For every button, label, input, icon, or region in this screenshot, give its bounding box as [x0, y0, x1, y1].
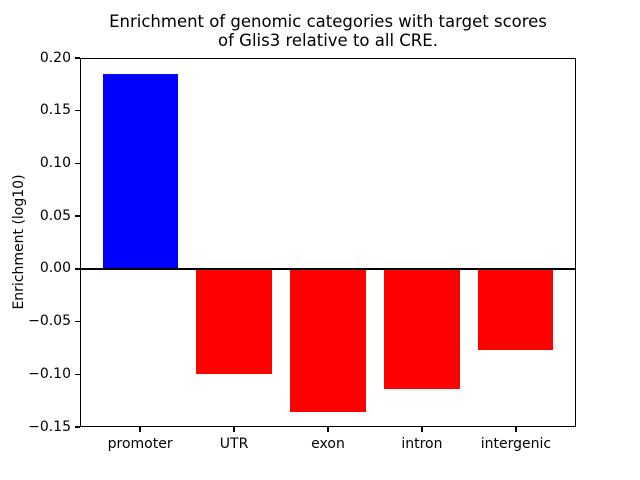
y-tick-mark [75, 57, 80, 59]
chart-title-line1: Enrichment of genomic categories with ta… [109, 12, 547, 31]
x-tick-label-UTR: UTR [219, 436, 249, 452]
y-tick-label: 0.10 [39, 154, 71, 171]
y-tick-mark [75, 109, 80, 112]
x-tick-mark [139, 427, 141, 432]
y-tick-label: −0.10 [28, 365, 71, 382]
bar-exon [290, 268, 366, 413]
x-tick-label-intron: intron [401, 436, 443, 452]
bar-intron [384, 268, 460, 390]
y-tick-mark [75, 320, 80, 323]
bar-intergenic [478, 268, 554, 351]
y-tick-label: −0.15 [28, 418, 71, 435]
y-tick-mark [75, 268, 80, 270]
y-tick-mark [75, 426, 80, 428]
bar-promoter [102, 73, 178, 269]
x-tick-label-intergenic: intergenic [480, 436, 552, 452]
chart-title: Enrichment of genomic categories with ta… [80, 12, 576, 50]
x-tick-label-promoter: promoter [107, 436, 173, 452]
x-tick-mark [421, 427, 423, 432]
x-tick-mark [233, 427, 235, 432]
y-tick-mark [75, 215, 80, 217]
y-tick-label: 0.15 [39, 102, 71, 119]
x-tick-label-exon: exon [311, 436, 345, 452]
x-tick-mark [327, 427, 329, 432]
y-tick-label: 0.05 [39, 207, 71, 224]
zero-baseline [80, 267, 576, 270]
y-tick-label: 0.20 [39, 49, 71, 66]
y-tick-label: 0.00 [39, 260, 71, 277]
bar-UTR [196, 268, 272, 375]
y-tick-mark [75, 162, 80, 165]
y-axis-label: Enrichment (log10) [11, 174, 27, 310]
y-tick-label: −0.05 [28, 313, 71, 330]
chart-title-line2: of Glis3 relative to all CRE. [218, 31, 438, 50]
y-tick-mark [75, 373, 80, 376]
x-tick-mark [515, 427, 517, 432]
plot-area [80, 58, 576, 427]
